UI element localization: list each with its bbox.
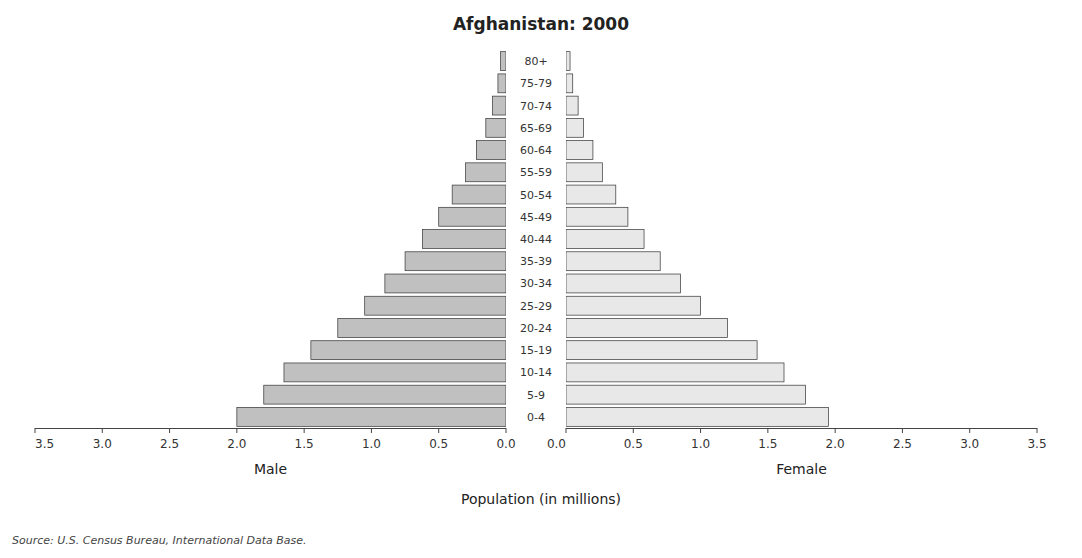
bar xyxy=(338,318,506,337)
chart: Afghanistan: 2000 0.0 0.5 1.0 1.5 2.0 2.5 3.0 3.… xyxy=(0,0,1082,558)
bar xyxy=(486,118,506,137)
category-label: 75-79 xyxy=(520,77,552,90)
bar xyxy=(439,207,506,226)
tick xyxy=(767,428,768,433)
tick xyxy=(700,428,701,433)
tick-label: 3.5 xyxy=(1027,437,1046,451)
tick xyxy=(169,428,170,433)
category-label: 25-29 xyxy=(520,300,552,313)
bar xyxy=(566,96,578,115)
bar xyxy=(566,385,806,404)
category-label: 45-49 xyxy=(520,211,552,224)
bar xyxy=(566,163,602,182)
annotation: Source: U.S. Census Bureau, Internationa… xyxy=(12,534,307,547)
bar xyxy=(385,274,506,293)
bar xyxy=(566,363,784,382)
bar xyxy=(405,252,506,271)
tick xyxy=(835,428,836,433)
bar xyxy=(566,185,616,204)
bar xyxy=(284,363,506,382)
bar xyxy=(311,341,506,360)
bars xyxy=(237,52,506,427)
category-label: 15-19 xyxy=(520,344,552,357)
tick xyxy=(236,428,237,433)
panel-label: Male xyxy=(254,461,287,477)
category-label: 50-54 xyxy=(520,189,552,202)
category-label: 10-14 xyxy=(520,366,552,379)
bar xyxy=(237,407,506,426)
tick-label: 2.0 xyxy=(826,437,845,451)
panel-label: Female xyxy=(776,461,827,477)
tick-label: 1.0 xyxy=(362,437,381,451)
tick xyxy=(902,428,903,433)
axis-line xyxy=(35,428,506,429)
tick xyxy=(304,428,305,433)
bar xyxy=(498,74,506,93)
tick-label: 1.0 xyxy=(691,437,710,451)
bar xyxy=(264,385,506,404)
bar xyxy=(566,74,573,93)
tick-label: 3.0 xyxy=(93,437,112,451)
tick xyxy=(438,428,439,433)
bar xyxy=(466,163,506,182)
category-label: 0-4 xyxy=(527,411,545,424)
bars xyxy=(566,52,828,427)
bar xyxy=(566,252,660,271)
bar xyxy=(423,230,506,249)
bar xyxy=(566,341,757,360)
category-label: 40-44 xyxy=(520,233,552,246)
bar xyxy=(566,296,701,315)
tick-label: 0.0 xyxy=(496,437,515,451)
category-label: 35-39 xyxy=(520,255,552,268)
bar xyxy=(566,141,593,160)
category-label: 65-69 xyxy=(520,122,552,135)
category-label: 30-34 xyxy=(520,277,552,290)
tick-label: 0.0 xyxy=(547,437,566,451)
bar xyxy=(566,274,680,293)
bar xyxy=(493,96,506,115)
tick xyxy=(102,428,103,433)
bar xyxy=(566,318,727,337)
tick xyxy=(566,428,567,433)
tick xyxy=(633,428,634,433)
tick-label: 2.5 xyxy=(160,437,179,451)
tick-label: 3.0 xyxy=(960,437,979,451)
tick-label: 2.0 xyxy=(227,437,246,451)
bar xyxy=(566,118,583,137)
tick xyxy=(969,428,970,433)
tick-label: 3.5 xyxy=(35,437,54,451)
bar xyxy=(566,207,628,226)
bar xyxy=(501,52,506,71)
category-label: 55-59 xyxy=(520,166,552,179)
bar xyxy=(566,230,644,249)
chart-container: Afghanistan: 2000 0.0 0.5 1.0 1.5 2.0 2.5 3.0 3.… xyxy=(0,0,1082,558)
tick-label: 2.5 xyxy=(893,437,912,451)
category-label: 80+ xyxy=(524,55,547,68)
bar xyxy=(476,141,506,160)
bar xyxy=(365,296,506,315)
category-label: 60-64 xyxy=(520,144,552,157)
category-label: 5-9 xyxy=(527,389,545,402)
tick-label: 0.5 xyxy=(624,437,643,451)
axis-line xyxy=(566,428,1037,429)
tick xyxy=(1037,428,1038,433)
tick-label: 0.5 xyxy=(429,437,448,451)
tick xyxy=(35,428,36,433)
bar xyxy=(452,185,506,204)
category-label: 70-74 xyxy=(520,100,552,113)
tick xyxy=(371,428,372,433)
bar xyxy=(566,52,570,71)
tick xyxy=(506,428,507,433)
tick-label: 1.5 xyxy=(758,437,777,451)
axis-label: Population (in millions) xyxy=(461,491,621,507)
tick-label: 1.5 xyxy=(295,437,314,451)
title: Afghanistan: 2000 xyxy=(453,14,629,34)
category-label: 20-24 xyxy=(520,322,552,335)
bar xyxy=(566,407,828,426)
